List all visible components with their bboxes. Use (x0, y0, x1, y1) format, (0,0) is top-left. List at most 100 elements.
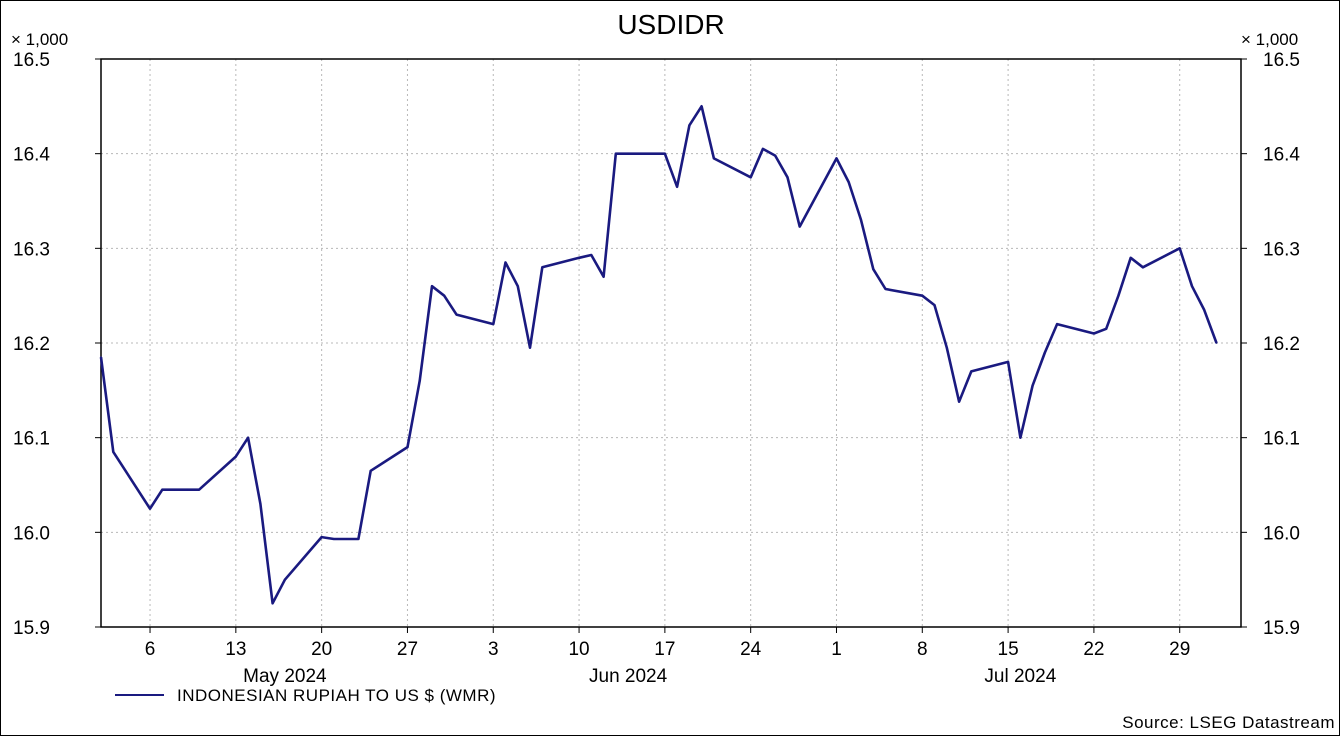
data-point (945, 346, 948, 349)
source-note: Source: LSEG Datastream (1122, 713, 1335, 732)
y-tick-label-left: 15.9 (13, 618, 50, 639)
data-point (614, 152, 617, 155)
y-tick-label-right: 16.4 (1263, 145, 1300, 166)
data-point (173, 488, 176, 491)
data-point (541, 266, 544, 269)
data-point (602, 275, 605, 278)
data-point (259, 503, 262, 505)
data-point (357, 538, 360, 540)
data-point (872, 268, 875, 271)
data-point (455, 313, 458, 316)
x-axis: 6 13 20 27 3 10 17 24 1 8 15 22 29 May 2024 Jun 2024 Ju… (145, 627, 1190, 687)
chart-title: USDIDR (617, 9, 724, 40)
data-point (516, 285, 519, 288)
x-tick-label: 1 (831, 639, 842, 660)
x-tick-label: 20 (311, 639, 332, 660)
data-point (418, 379, 421, 382)
x-tick-label: 13 (225, 639, 246, 660)
data-point (369, 469, 372, 472)
data-point (1043, 351, 1046, 354)
x-tick-label: 27 (397, 639, 418, 660)
data-point (504, 261, 507, 264)
data-point (185, 488, 188, 491)
data-point (700, 105, 703, 108)
data-point (443, 294, 446, 297)
y-multiplier-left: × 1,000 (11, 30, 68, 49)
y-tick-label-right: 16.3 (1263, 239, 1300, 260)
y-axis: 15.9 15.9 16.0 16.0 16.1 16.1 16.2 16.2 16.3 16.3… (13, 50, 1300, 639)
x-month-label: May 2024 (243, 666, 327, 687)
data-point (1191, 285, 1193, 288)
data-point (847, 181, 850, 183)
y-tick-label-left: 16.5 (13, 50, 50, 71)
data-point (1215, 342, 1218, 344)
data-point (590, 254, 593, 256)
data-point (492, 323, 495, 325)
y-multiplier-right: × 1,000 (1241, 30, 1298, 49)
data-point (1203, 308, 1206, 311)
y-tick-label-left: 16.1 (13, 429, 50, 450)
data-point (431, 285, 433, 288)
x-tick-label: 10 (568, 639, 589, 660)
x-month-label: Jun 2024 (589, 666, 668, 687)
data-point (100, 356, 102, 359)
data-point (921, 294, 924, 297)
data-point (345, 538, 348, 540)
y-tick-label-left: 16.0 (13, 523, 50, 544)
x-tick-label: 3 (488, 639, 499, 660)
data-point (1142, 266, 1144, 269)
data-point (320, 536, 323, 538)
data-point (688, 124, 691, 127)
data-point (333, 538, 335, 540)
data-point (835, 157, 838, 160)
data-point (786, 176, 789, 179)
data-point (663, 152, 666, 155)
data-point (933, 304, 936, 307)
data-point (798, 225, 801, 228)
data-point (283, 578, 286, 581)
data-point (271, 602, 274, 605)
data-point (1178, 247, 1181, 250)
data-point (676, 185, 679, 188)
y-tick-label-left: 16.3 (13, 239, 50, 260)
data-point (884, 288, 887, 290)
y-tick-label-right: 15.9 (1263, 618, 1300, 639)
x-tick-label: 22 (1083, 639, 1104, 660)
y-tick-label-left: 16.2 (13, 334, 50, 355)
series-group (99, 105, 1218, 605)
data-point (1007, 361, 1009, 363)
data-point (578, 256, 580, 259)
x-tick-label: 24 (740, 639, 762, 660)
data-point (1129, 256, 1132, 259)
data-point (627, 152, 629, 155)
data-point (198, 488, 200, 491)
data-point (774, 154, 777, 157)
x-tick-label: 15 (998, 639, 1019, 660)
data-point (860, 219, 862, 221)
x-tick-label: 6 (145, 639, 156, 660)
x-tick-label: 8 (917, 639, 928, 660)
data-point (247, 436, 249, 439)
data-point (1117, 294, 1120, 297)
data-point (529, 346, 531, 349)
data-point (149, 507, 151, 510)
series-line (99, 105, 1218, 605)
data-point (112, 450, 115, 453)
x-tick-label: 17 (654, 639, 675, 660)
y-tick-label-right: 16.0 (1263, 523, 1300, 544)
legend-label: INDONESIAN RUPIAH TO US $ (WMR) (177, 686, 496, 705)
y-tick-label-right: 16.1 (1263, 429, 1300, 450)
data-point (161, 488, 164, 491)
data-point (970, 370, 973, 373)
y-tick-label-right: 16.5 (1263, 50, 1300, 71)
data-point (234, 455, 237, 458)
y-tick-label-right: 16.2 (1263, 334, 1300, 355)
data-point (1019, 436, 1022, 439)
x-month-label: Jul 2024 (984, 666, 1056, 687)
data-point (1031, 384, 1034, 387)
data-point (958, 400, 960, 403)
data-point (1105, 327, 1108, 330)
data-point (406, 446, 409, 449)
